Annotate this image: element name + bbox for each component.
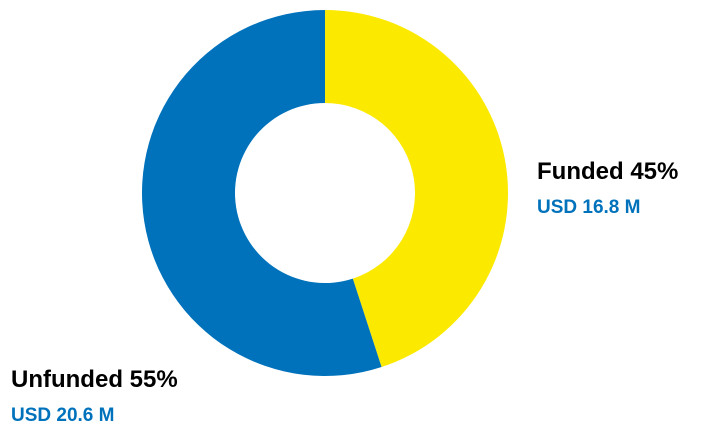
unfunded-label: Unfunded 55% USD 20.6 M (11, 366, 178, 426)
funded-amount: USD 16.8 M (537, 197, 641, 218)
unfunded-amount: USD 20.6 M (11, 405, 115, 426)
funded-label: Funded 45% USD 16.8 M (537, 158, 679, 218)
funded-percent: 45% (630, 158, 679, 185)
unfunded-percent: 55% (129, 366, 178, 393)
funded-name: Funded (537, 158, 624, 185)
donut-slices (141, 10, 508, 376)
slice-unfunded (141, 10, 382, 376)
unfunded-name: Unfunded (11, 366, 123, 393)
slice-funded (325, 10, 508, 368)
